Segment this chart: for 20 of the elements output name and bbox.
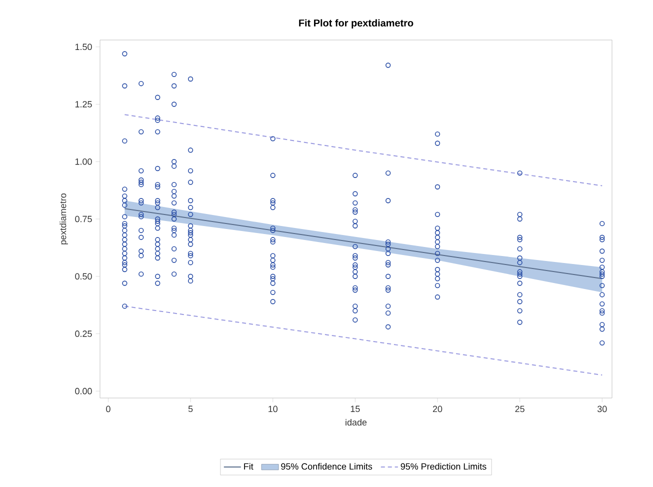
x-tick-label: 5: [188, 406, 193, 412]
x-tick-label: 10: [268, 406, 278, 412]
y-tick-label: 0.50: [75, 273, 92, 280]
x-tick-label: 30: [597, 406, 607, 412]
x-axis-title: idade: [346, 418, 367, 426]
legend-label: 95% Confidence Limits: [281, 463, 372, 470]
y-tick-label: 1.50: [75, 44, 92, 50]
legend-label: Fit: [244, 463, 254, 470]
x-tick-label: 25: [515, 406, 524, 412]
x-tick-label: 0: [106, 406, 110, 412]
y-tick-label: 1.25: [75, 101, 92, 108]
x-tick-label: 20: [432, 406, 442, 412]
y-tick-label: 1.00: [75, 158, 92, 165]
y-axis-title: pextdiametro: [60, 193, 68, 244]
chart-title: Fit Plot for pextdiametro: [299, 19, 414, 28]
legend-label: 95% Prediction Limits: [400, 463, 486, 470]
y-tick-label: 0.25: [75, 330, 92, 337]
x-tick-label: 15: [350, 406, 360, 412]
y-tick-label: 0.75: [75, 216, 92, 222]
y-tick-label: 0.00: [75, 388, 92, 394]
